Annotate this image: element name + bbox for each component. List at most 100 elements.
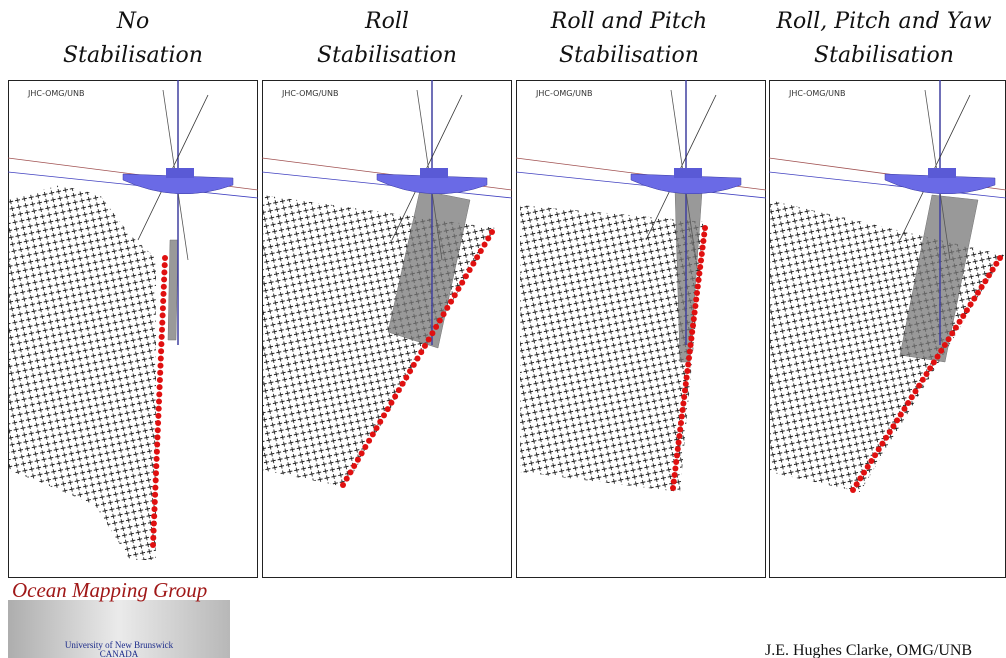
ship-cabin <box>674 168 702 178</box>
sounding <box>340 482 346 488</box>
sounding <box>159 327 165 333</box>
sounding <box>854 481 860 487</box>
panel-title: Roll <box>364 9 409 34</box>
sounding <box>485 235 491 241</box>
sounding <box>672 466 678 472</box>
sounding <box>452 292 458 298</box>
watermark: JHC-OMG/UNB <box>27 89 85 98</box>
sounding <box>351 463 357 469</box>
sounding <box>154 456 160 462</box>
sounding <box>470 261 476 267</box>
sounding <box>152 492 158 498</box>
sounding <box>942 342 948 348</box>
panel-title: Stabilisation <box>559 43 699 68</box>
sounding <box>418 349 424 355</box>
sounding <box>444 305 450 311</box>
sounding <box>682 388 688 394</box>
sounding <box>153 477 159 483</box>
sounding <box>975 290 981 296</box>
sounding <box>698 258 704 264</box>
sounding <box>953 325 959 331</box>
panel-title: Stabilisation <box>63 43 203 68</box>
sounding <box>957 319 963 325</box>
sounding <box>993 261 999 267</box>
sounding <box>876 446 882 452</box>
sounding <box>692 303 698 309</box>
beam-shadow <box>168 240 178 340</box>
sounding <box>971 296 977 302</box>
sounding <box>868 458 874 464</box>
sounding <box>692 310 698 316</box>
sounding <box>159 320 165 326</box>
sounding <box>160 312 166 318</box>
sounding <box>154 442 160 448</box>
sounding <box>407 368 413 374</box>
logo: Ocean Mapping Group University of New Br… <box>8 578 230 658</box>
sounding <box>411 362 417 368</box>
watermark: JHC-OMG/UNB <box>535 89 593 98</box>
ship-cabin <box>420 168 448 178</box>
sounding <box>161 277 167 283</box>
sounding <box>938 348 944 354</box>
sounding <box>912 388 918 394</box>
sounding <box>162 255 168 261</box>
sounding <box>433 324 439 330</box>
sounding <box>931 359 937 365</box>
sounding <box>696 271 702 277</box>
sounding <box>964 307 970 313</box>
sounding <box>674 453 680 459</box>
sounding <box>689 329 695 335</box>
sounding <box>920 377 926 383</box>
sounding <box>156 391 162 397</box>
sounding <box>684 375 690 381</box>
sounding <box>690 323 696 329</box>
sounding <box>150 535 156 541</box>
sounding <box>159 334 165 340</box>
sounding <box>370 431 376 437</box>
sounding <box>153 463 159 469</box>
panel-title: Roll and Pitch <box>550 9 707 34</box>
sounding <box>162 262 168 268</box>
sounding <box>347 469 353 475</box>
sounding <box>152 485 158 491</box>
sounding <box>396 387 402 393</box>
sounding <box>997 255 1003 261</box>
sounding <box>676 433 682 439</box>
sounding <box>158 363 164 369</box>
sounding <box>696 277 702 283</box>
sounding <box>385 406 391 412</box>
sounding <box>905 400 911 406</box>
sounding <box>467 267 473 273</box>
sounding <box>850 487 856 493</box>
sounding <box>152 499 158 505</box>
sounding <box>366 438 372 444</box>
sounding <box>982 278 988 284</box>
panel-title: Stabilisation <box>814 43 954 68</box>
sounding <box>403 374 409 380</box>
watermark: JHC-OMG/UNB <box>788 89 846 98</box>
sounding <box>986 272 992 278</box>
sounding <box>455 286 461 292</box>
sounding <box>887 429 893 435</box>
sounding <box>158 348 164 354</box>
sounding <box>155 427 161 433</box>
sounding <box>683 381 689 387</box>
sounding <box>686 355 692 361</box>
sounding <box>463 273 469 279</box>
sounding <box>679 414 685 420</box>
sounding <box>702 225 708 231</box>
sounding <box>448 299 454 305</box>
sounding <box>701 232 707 238</box>
sounding <box>927 365 933 371</box>
sounding <box>898 412 904 418</box>
sounding <box>695 284 701 290</box>
sounding <box>478 248 484 254</box>
sounding <box>160 305 166 311</box>
sounding <box>392 393 398 399</box>
sounding <box>474 254 480 260</box>
sounding <box>916 383 922 389</box>
sounding <box>422 343 428 349</box>
sounding <box>155 420 161 426</box>
sounding <box>362 444 368 450</box>
sounding <box>680 407 686 413</box>
